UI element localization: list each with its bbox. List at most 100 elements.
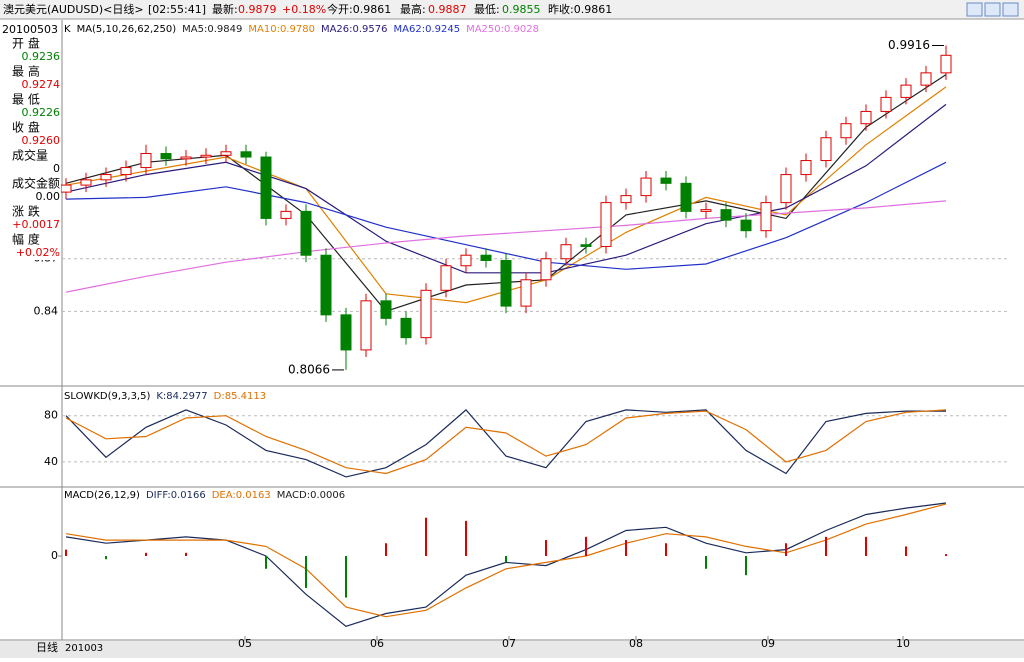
candle-body xyxy=(340,314,352,351)
indicator-line xyxy=(65,409,946,478)
legend-entry: K:84.2977 xyxy=(156,391,207,402)
y-tick-label: 40 xyxy=(44,455,58,468)
candle-body xyxy=(320,254,332,316)
candle-body xyxy=(420,289,432,339)
legend-entry: MA62:0.9245 xyxy=(394,24,461,35)
start-date: 201003 xyxy=(65,643,103,654)
legend-entry: DEA:0.0163 xyxy=(212,490,271,501)
info-value: +0.0017 xyxy=(12,218,60,231)
candle-body xyxy=(700,209,712,212)
bottom-bar xyxy=(0,641,1024,658)
nav-button[interactable] xyxy=(1002,2,1019,17)
legend-entry: K xyxy=(64,24,71,35)
info-label: 收 盘 xyxy=(12,120,40,135)
y-tick-label: 0 xyxy=(51,549,58,562)
candle-body xyxy=(500,259,512,307)
indicator-line xyxy=(65,502,947,627)
candle-body xyxy=(800,160,812,176)
candle-body xyxy=(840,123,852,139)
candle-body xyxy=(180,156,192,160)
info-value: 0.9260 xyxy=(22,134,61,147)
info-panel xyxy=(0,20,61,260)
legend-entry: MA10:0.9780 xyxy=(248,24,315,35)
candle-body xyxy=(740,219,752,232)
info-label: 幅 度 xyxy=(12,232,40,247)
candle-body xyxy=(520,279,532,307)
x-tick-label: 07 xyxy=(502,637,516,650)
info-label: 成交量 xyxy=(12,148,48,163)
annotation: 0.8066 xyxy=(288,362,330,376)
x-tick-label: 09 xyxy=(761,637,775,650)
label: 最高: xyxy=(400,2,426,16)
candle-body xyxy=(300,210,312,256)
legend-entry: MACD:0.0006 xyxy=(277,490,345,501)
x-tick-label: 06 xyxy=(370,637,384,650)
candle-body xyxy=(540,258,552,281)
indicator-line xyxy=(65,409,947,475)
info-label: 最 低 xyxy=(12,93,40,107)
info-label: 最 高 xyxy=(12,64,40,79)
candle-body xyxy=(860,110,872,125)
legend-entry: MACD(26,12,9) xyxy=(64,490,140,501)
info-value: 0.9274 xyxy=(22,78,61,91)
candle-body xyxy=(360,300,372,351)
candle-body xyxy=(160,153,172,160)
label: 最低: xyxy=(474,3,500,16)
candle-body xyxy=(640,177,652,197)
candle-body xyxy=(940,54,952,74)
nav-button[interactable] xyxy=(984,2,1001,17)
legend-entry: MA250:0.9028 xyxy=(466,24,539,35)
candle-body xyxy=(220,151,232,156)
info-value: +0.02% xyxy=(16,246,60,259)
candle-body xyxy=(80,179,92,186)
legend-entry: MA(5,10,26,62,250) xyxy=(77,24,177,35)
info-value: 0.9226 xyxy=(22,106,61,119)
value: 昨收:0.9861 xyxy=(548,2,612,16)
candle-body xyxy=(460,254,472,267)
candle-body xyxy=(260,156,272,219)
info-value: 0.00 xyxy=(36,190,61,203)
info-label: 开 盘 xyxy=(12,36,40,51)
candle-body xyxy=(140,153,152,169)
legend-entry: MA5:0.9849 xyxy=(182,24,242,35)
candle-body xyxy=(480,254,492,261)
candle-body xyxy=(680,182,692,212)
info-label: 成交金额 xyxy=(12,176,60,191)
legend-entry: MA26:0.9576 xyxy=(321,24,388,35)
candle-body xyxy=(440,265,452,291)
info-value: 0.9236 xyxy=(22,50,61,63)
candle-body xyxy=(760,202,772,232)
date: 20100503 xyxy=(2,23,58,36)
candle-body xyxy=(660,177,672,184)
top-bar xyxy=(0,0,1024,19)
indicator-line xyxy=(65,503,947,618)
indicator-line xyxy=(65,161,947,270)
x-tick-label: 05 xyxy=(238,637,252,650)
label: 最新: xyxy=(212,2,238,16)
time: [02:55:41] xyxy=(148,3,206,16)
value: 今开:0.9861 xyxy=(327,2,391,16)
value: 0.9879 xyxy=(238,3,277,16)
value: +0.18% xyxy=(282,3,326,16)
x-tick-label: 10 xyxy=(896,637,910,650)
candle-body xyxy=(920,72,932,86)
candle-body xyxy=(620,195,632,204)
candle-body xyxy=(880,96,892,112)
candle-body xyxy=(900,84,912,98)
candle-body xyxy=(580,244,592,247)
info-value: 0 xyxy=(53,162,60,175)
value: 0.9855 xyxy=(502,3,541,16)
candle-body xyxy=(100,174,112,181)
y-tick-label: 0.84 xyxy=(34,304,59,317)
candle-body xyxy=(400,317,412,339)
candle-body xyxy=(720,209,732,221)
candle-body xyxy=(200,154,212,158)
y-tick-label: 80 xyxy=(44,409,58,422)
x-tick-label: 08 xyxy=(629,637,643,650)
candle-body xyxy=(560,244,572,260)
candle-body xyxy=(780,174,792,204)
nav-button[interactable] xyxy=(966,2,983,17)
legend-entry: DIFF:0.0166 xyxy=(146,490,206,501)
indicator-line xyxy=(65,103,947,274)
